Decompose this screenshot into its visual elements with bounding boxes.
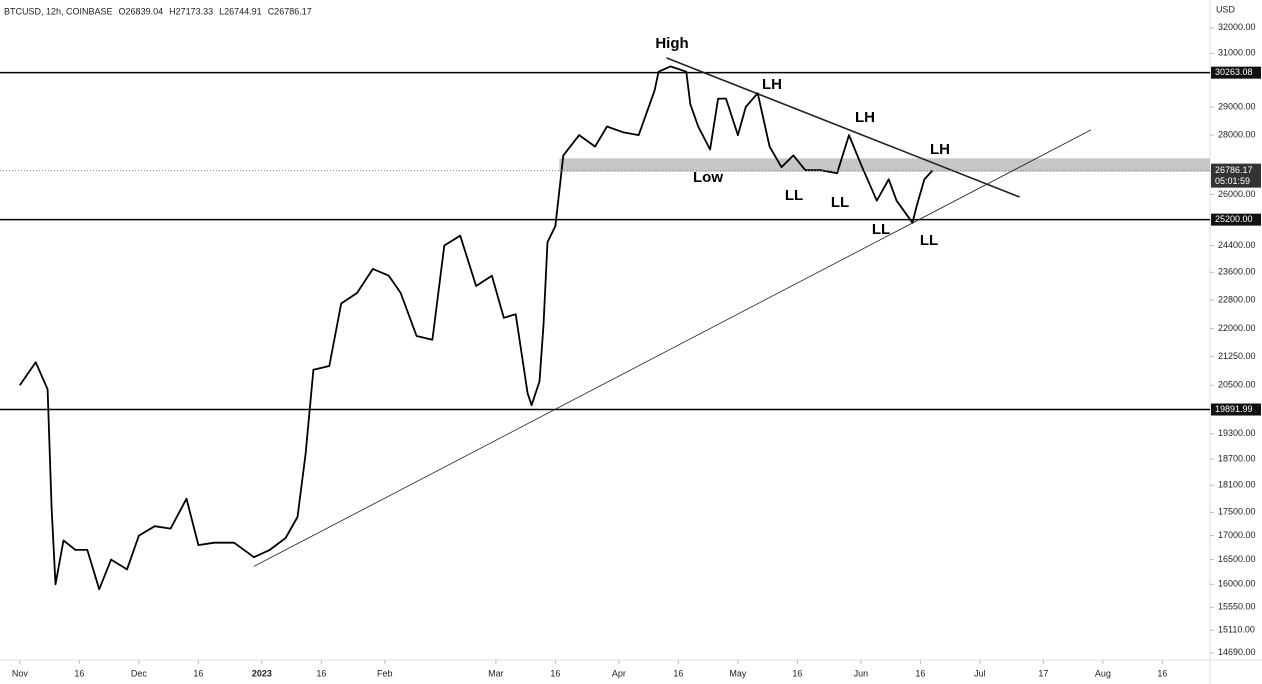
- x-tick-label: Aug: [1095, 668, 1111, 678]
- y-tick-label: 21250.00: [1218, 351, 1256, 361]
- x-tick-label: Jul: [974, 668, 986, 678]
- y-tick-label: 15110.00: [1218, 625, 1255, 635]
- x-tick-label: 16: [1157, 668, 1167, 678]
- x-tick-label: 16: [316, 668, 326, 678]
- x-tick-label: Apr: [612, 668, 626, 678]
- x-tick-label: Dec: [131, 668, 148, 678]
- y-tick-label: 17000.00: [1218, 530, 1256, 540]
- annotation: LL: [920, 232, 938, 249]
- annotation: LH: [762, 76, 782, 93]
- level-label-bg: [1211, 213, 1261, 226]
- annotation: LL: [831, 194, 849, 211]
- annotation: Low: [693, 169, 723, 186]
- annotation: LH: [930, 141, 950, 158]
- resistance-zone: [559, 158, 1210, 172]
- x-tick-label: 2023: [252, 668, 272, 678]
- annotation: High: [655, 35, 688, 52]
- y-tick-label: 18100.00: [1218, 480, 1256, 490]
- x-tick-label: 16: [673, 668, 683, 678]
- x-tick-label: 17: [1038, 668, 1048, 678]
- level-label: 19891.99: [1215, 404, 1253, 414]
- x-tick-label: 16: [550, 668, 560, 678]
- y-tick-label: 18700.00: [1218, 453, 1256, 463]
- y-tick-label: 22000.00: [1218, 323, 1256, 333]
- price-line: [19, 65, 933, 591]
- y-tick-label: 17500.00: [1218, 507, 1256, 517]
- last-price-label: 26786.17: [1215, 165, 1253, 175]
- y-tick-label: 15550.00: [1218, 602, 1256, 612]
- annotation: LH: [855, 109, 875, 126]
- ohlc-value: H27173.33: [169, 6, 213, 16]
- y-tick-label: 22800.00: [1218, 294, 1256, 304]
- trendline: [666, 57, 1020, 198]
- x-tick-label: Jun: [854, 668, 869, 678]
- x-tick-label: Mar: [488, 668, 504, 678]
- x-tick-label: May: [729, 668, 747, 678]
- y-tick-label: 24400.00: [1218, 240, 1256, 250]
- ohlc-value: O26839.04: [119, 6, 164, 16]
- x-tick-label: Feb: [377, 668, 393, 678]
- y-tick-label: 28000.00: [1218, 129, 1256, 139]
- y-tick-label: 32000.00: [1218, 22, 1256, 32]
- ohlc-value: C26786.17: [268, 6, 312, 16]
- y-tick-label: 20500.00: [1218, 380, 1256, 390]
- last-price-bg: [1211, 163, 1261, 188]
- y-tick-label: 16000.00: [1218, 579, 1256, 589]
- annotation: LL: [872, 221, 890, 238]
- countdown: 05:01:59: [1215, 176, 1250, 186]
- y-tick-label: 14690.00: [1218, 647, 1256, 657]
- x-tick-label: 16: [74, 668, 84, 678]
- annotation: LL: [785, 187, 803, 204]
- unit-label: USD: [1216, 4, 1236, 14]
- level-label: 25200.00: [1215, 214, 1253, 224]
- y-tick-label: 31000.00: [1218, 48, 1256, 58]
- y-tick-label: 19300.00: [1218, 428, 1256, 438]
- y-tick-label: 26000.00: [1218, 189, 1256, 199]
- x-tick-label: Nov: [12, 668, 29, 678]
- x-tick-label: 16: [792, 668, 802, 678]
- ohlc-value: L26744.91: [219, 6, 262, 16]
- level-label-bg: [1211, 403, 1261, 416]
- level-label-bg: [1211, 66, 1261, 79]
- y-tick-label: 16500.00: [1218, 554, 1256, 564]
- trendline: [253, 129, 1092, 567]
- y-tick-label: 29000.00: [1218, 101, 1256, 111]
- y-tick-label: 23600.00: [1218, 267, 1256, 277]
- x-tick-label: 16: [193, 668, 203, 678]
- level-label: 30263.08: [1215, 67, 1253, 77]
- symbol-title: BTCUSD, 12h, COINBASE: [4, 6, 113, 16]
- x-tick-label: 16: [915, 668, 925, 678]
